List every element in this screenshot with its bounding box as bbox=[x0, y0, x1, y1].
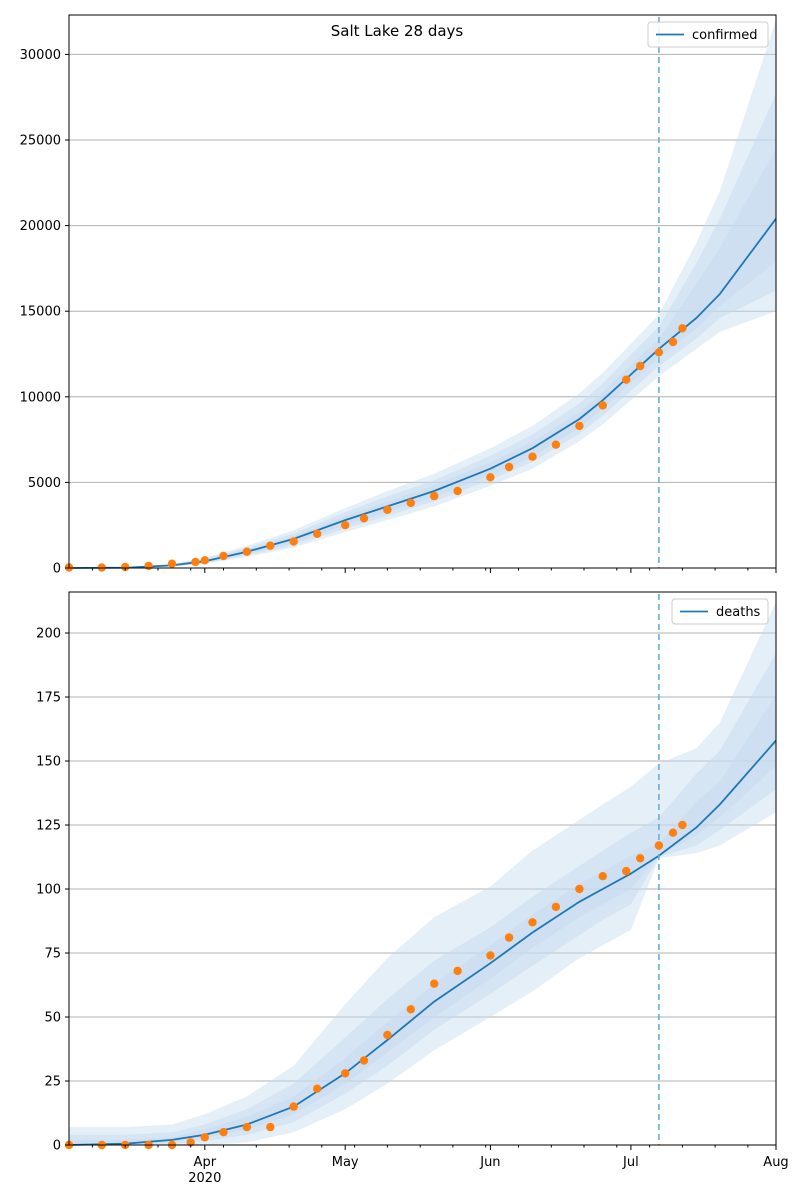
observed-point bbox=[289, 1102, 298, 1111]
axes-frame bbox=[68, 14, 777, 569]
observed-point bbox=[551, 902, 561, 912]
y-tick-label: 25 bbox=[44, 1075, 61, 1090]
observed-point bbox=[453, 966, 462, 976]
observed-point bbox=[242, 547, 252, 556]
observed-point bbox=[575, 884, 584, 894]
observed-point bbox=[598, 872, 607, 881]
observed-point bbox=[121, 562, 130, 572]
observed-point bbox=[341, 1069, 350, 1078]
observed-point bbox=[383, 1030, 392, 1040]
observed-point bbox=[341, 521, 350, 530]
legend-box bbox=[671, 598, 769, 625]
observed-point bbox=[313, 1084, 322, 1093]
observed-point bbox=[668, 337, 678, 347]
y-tick-label: 200 bbox=[36, 627, 61, 642]
chart-title: Salt Lake 28 days bbox=[331, 22, 464, 40]
observed-point bbox=[551, 440, 561, 449]
observed-point bbox=[636, 854, 645, 863]
legend-box bbox=[647, 21, 769, 48]
observed-point bbox=[504, 933, 514, 942]
observed-point bbox=[200, 556, 209, 565]
observed-point bbox=[654, 348, 664, 357]
observed-point bbox=[598, 401, 607, 410]
legend-label: deaths bbox=[716, 605, 761, 620]
observed-point bbox=[289, 537, 298, 546]
observed-point bbox=[406, 498, 415, 508]
observed-point bbox=[266, 1122, 275, 1132]
y-tick-label: 15000 bbox=[20, 305, 61, 320]
y-tick-label: 25000 bbox=[20, 134, 61, 149]
observed-point bbox=[242, 1122, 252, 1132]
observed-point bbox=[622, 866, 631, 876]
deaths-panel: 0 25 50 75 100 125 150 175 200 Apr May Jun Jul Aug 202… bbox=[36, 591, 789, 1186]
confirmed-panel: 0 5000 10000 15000 20000 25000 30000 confirmed bbox=[20, 14, 777, 577]
axes-frame bbox=[68, 591, 777, 1146]
y-tick-label: 175 bbox=[36, 691, 61, 706]
y-tick-label: 50 bbox=[44, 1011, 61, 1026]
observed-point bbox=[219, 1128, 228, 1137]
y-tick-label: 100 bbox=[36, 883, 61, 898]
observed-point bbox=[654, 841, 664, 850]
observed-point bbox=[430, 491, 439, 501]
observed-point bbox=[528, 452, 537, 461]
y-tick-label: 150 bbox=[36, 755, 61, 770]
x-tick-label: Apr bbox=[194, 1155, 217, 1170]
y-tick-label: 30000 bbox=[20, 48, 61, 63]
observed-point bbox=[219, 551, 228, 561]
observed-point bbox=[575, 421, 584, 431]
y-tick-label: 0 bbox=[53, 1139, 61, 1154]
y-tick-label: 5000 bbox=[28, 476, 61, 491]
observed-point bbox=[359, 1056, 369, 1065]
legend-label: confirmed bbox=[692, 28, 758, 43]
observed-point bbox=[678, 324, 687, 333]
y-tick-label: 10000 bbox=[20, 390, 61, 405]
x-tick-label: Jul bbox=[622, 1155, 639, 1170]
x-tick-label: Jun bbox=[479, 1155, 500, 1170]
observed-point bbox=[167, 559, 177, 568]
observed-point bbox=[636, 361, 645, 371]
observed-point bbox=[453, 486, 462, 496]
y-tick-label: 125 bbox=[36, 819, 61, 834]
observed-point bbox=[200, 1133, 209, 1142]
observed-point bbox=[668, 828, 678, 837]
observed-point bbox=[359, 514, 369, 523]
observed-point bbox=[313, 529, 322, 538]
observed-point bbox=[678, 820, 687, 830]
y-tick-label: 75 bbox=[44, 947, 61, 962]
model-line bbox=[68, 739, 777, 1146]
observed-point bbox=[383, 505, 392, 514]
x-tick-label: May bbox=[332, 1155, 359, 1170]
observed-point bbox=[191, 557, 200, 567]
x-tick-label: Aug bbox=[763, 1155, 788, 1170]
observed-point bbox=[528, 918, 537, 927]
observed-point bbox=[430, 979, 439, 988]
observed-point bbox=[504, 462, 514, 472]
observed-point bbox=[486, 951, 495, 960]
observed-point bbox=[406, 1005, 415, 1014]
y-tick-label: 20000 bbox=[20, 219, 61, 234]
x-year-label: 2020 bbox=[188, 1171, 221, 1186]
observed-point bbox=[486, 473, 495, 482]
observed-point bbox=[144, 561, 153, 571]
observed-point bbox=[622, 375, 631, 384]
observed-point bbox=[266, 541, 275, 550]
y-tick-label: 0 bbox=[53, 562, 61, 577]
